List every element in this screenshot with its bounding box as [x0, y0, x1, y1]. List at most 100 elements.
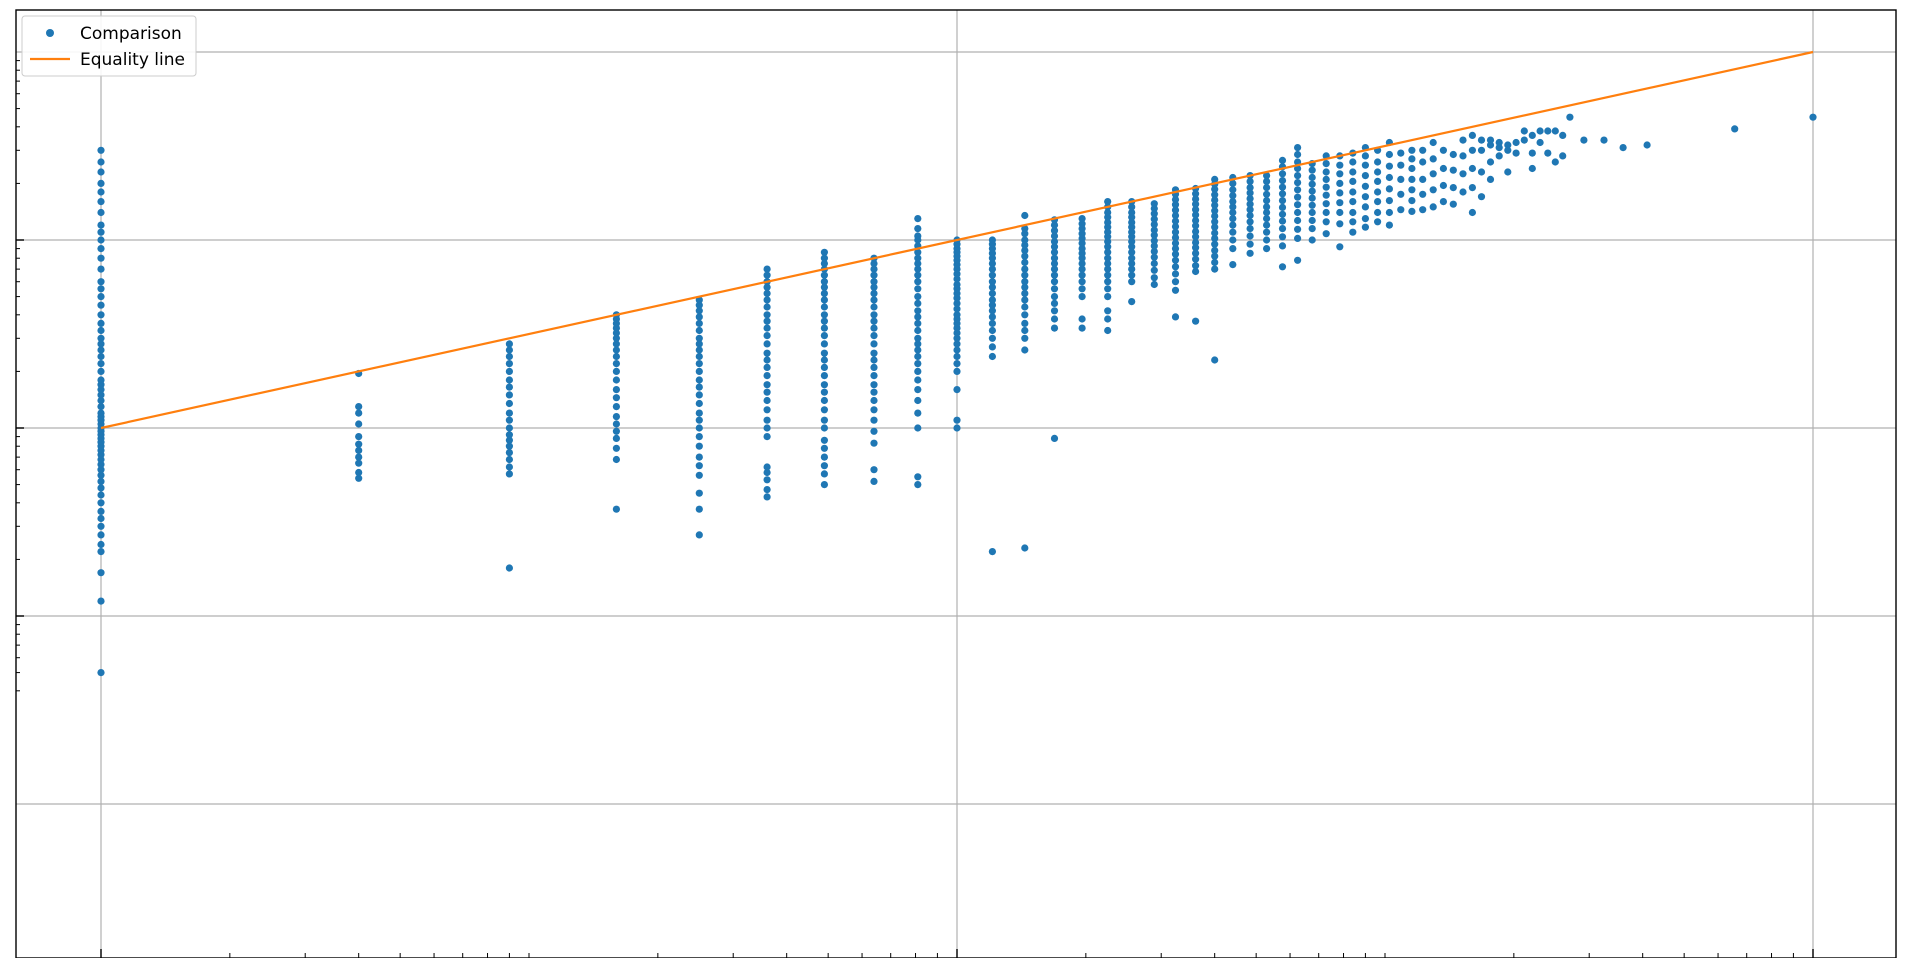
comparison-point: [1192, 244, 1200, 252]
comparison-point: [1128, 208, 1136, 217]
comparison-point: [1211, 246, 1219, 254]
comparison-point: [1128, 278, 1136, 286]
comparison-point: [1246, 218, 1254, 226]
comparison-point: [97, 198, 105, 206]
comparison-point: [1050, 238, 1059, 246]
comparison-point: [988, 326, 997, 335]
comparison-point: [97, 334, 105, 342]
comparison-point: [97, 340, 105, 348]
legend: Comparison Equality line: [21, 15, 197, 77]
comparison-point: [97, 285, 105, 293]
comparison-point: [1246, 195, 1254, 203]
comparison-point: [1544, 127, 1552, 135]
comparison-point: [1580, 136, 1588, 144]
comparison-point: [1128, 265, 1136, 273]
comparison-point: [1397, 149, 1405, 157]
comparison-point: [1150, 210, 1158, 218]
comparison-point: [1408, 207, 1416, 215]
comparison-point: [1520, 136, 1528, 144]
comparison-point: [988, 296, 997, 304]
comparison-point: [695, 326, 703, 335]
comparison-point: [695, 334, 703, 342]
comparison-point: [1349, 218, 1357, 226]
plot-frame: [15, 9, 1897, 958]
comparison-point: [1374, 218, 1382, 226]
comparison-point: [988, 265, 997, 273]
comparison-point: [870, 259, 878, 268]
comparison-point: [1171, 201, 1180, 209]
comparison-point: [1192, 317, 1200, 325]
comparison-point: [763, 493, 771, 501]
comparison-point: [820, 481, 829, 489]
comparison-point: [97, 352, 105, 361]
comparison-point: [1336, 189, 1344, 197]
comparison-point: [1246, 184, 1254, 192]
comparison-point: [355, 440, 363, 448]
comparison-point: [1104, 307, 1112, 315]
comparison-point: [1308, 173, 1316, 182]
comparison-point: [1397, 206, 1405, 214]
comparison-point: [763, 433, 771, 441]
comparison-point: [1229, 203, 1237, 211]
comparison-point: [1504, 168, 1512, 176]
comparison-point: [870, 324, 878, 332]
comparison-point: [1211, 252, 1219, 260]
comparison-point: [1050, 248, 1059, 256]
comparison-point: [763, 332, 771, 340]
comparison-point: [695, 301, 703, 309]
comparison-point: [97, 569, 105, 577]
comparison-point: [1408, 164, 1416, 173]
comparison-point: [695, 442, 703, 450]
comparison-point: [612, 413, 621, 421]
comparison-point: [870, 349, 878, 357]
comparison-point: [1050, 227, 1059, 235]
comparison-point: [1192, 249, 1200, 257]
comparison-point: [1021, 544, 1029, 552]
comparison-point: [914, 340, 922, 348]
comparison-point: [612, 352, 621, 361]
comparison-point: [97, 278, 105, 286]
comparison-point: [1294, 256, 1302, 264]
comparison-point: [1449, 184, 1457, 192]
comparison-point: [612, 340, 621, 348]
equality-line-layer: [100, 50, 1814, 430]
comparison-point: [820, 303, 829, 311]
comparison-point: [355, 468, 363, 477]
comparison-point: [988, 278, 997, 286]
comparison-point: [97, 484, 105, 492]
comparison-point: [763, 340, 771, 348]
comparison-point: [1336, 220, 1344, 228]
comparison-points: [97, 113, 1817, 677]
comparison-point: [612, 420, 621, 428]
comparison-point: [914, 367, 922, 375]
comparison-point: [1192, 211, 1200, 219]
comparison-point: [1459, 188, 1467, 196]
comparison-point: [1128, 228, 1136, 236]
comparison-point: [97, 471, 105, 479]
comparison-point: [914, 386, 922, 394]
comparison-point: [1078, 324, 1086, 332]
comparison-point: [763, 356, 771, 364]
comparison-point: [988, 289, 997, 297]
comparison-point: [820, 470, 829, 478]
comparison-point: [914, 271, 922, 279]
comparison-point: [1361, 215, 1369, 223]
comparison-point: [1192, 190, 1200, 198]
comparison-point: [914, 346, 922, 354]
comparison-point: [870, 396, 878, 405]
comparison-point: [1192, 200, 1200, 208]
comparison-point: [820, 388, 829, 396]
comparison-point: [612, 367, 621, 375]
comparison-point: [695, 360, 703, 368]
comparison-point: [1385, 150, 1393, 159]
comparison-point: [1104, 285, 1112, 293]
comparison-point: [870, 317, 878, 325]
comparison-point: [953, 346, 961, 354]
comparison-point: [1263, 221, 1271, 229]
comparison-point: [355, 409, 363, 417]
comparison-point: [763, 303, 771, 311]
comparison-point: [1278, 242, 1287, 250]
comparison-point: [1192, 267, 1200, 276]
comparison-point: [1294, 216, 1302, 225]
comparison-point: [1495, 144, 1503, 152]
